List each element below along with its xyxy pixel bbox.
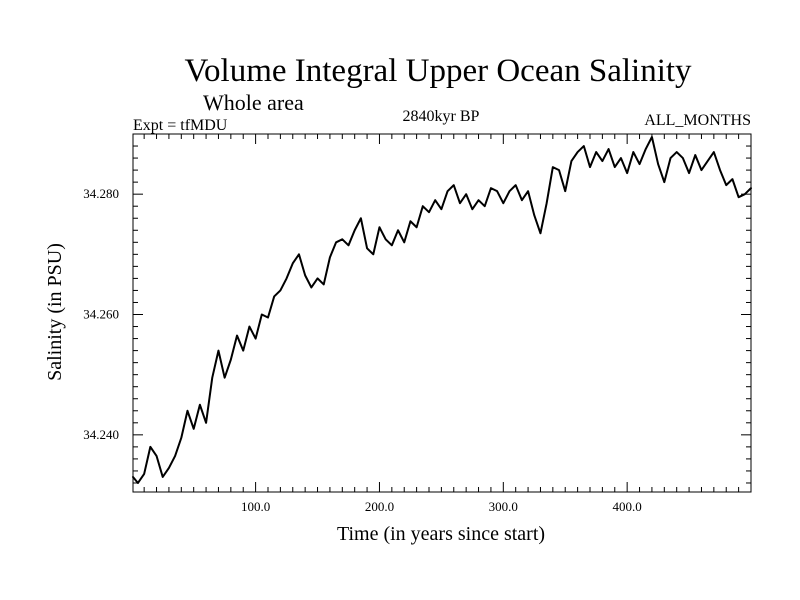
- x-tick-label: 200.0: [365, 499, 394, 514]
- chart-title: Volume Integral Upper Ocean Salinity: [184, 53, 692, 89]
- chart-subtitle: Whole area: [203, 90, 304, 115]
- y-tick-label: 34.240: [83, 427, 119, 442]
- x-tick-label: 100.0: [241, 499, 270, 514]
- y-tick-label: 34.280: [83, 186, 119, 201]
- x-axis-tick-labels: 100.0 200.0 300.0 400.0: [241, 499, 642, 514]
- x-axis-label: Time (in years since start): [337, 523, 545, 545]
- y-axis-label: Salinity (in PSU): [44, 243, 66, 381]
- x-tick-label: 300.0: [489, 499, 518, 514]
- x-tick-label: 400.0: [613, 499, 642, 514]
- salinity-series-line: [132, 136, 752, 484]
- experiment-label: Expt = tfMDU: [133, 117, 228, 134]
- y-tick-label: 34.260: [83, 307, 119, 322]
- months-label: ALL_MONTHS: [644, 112, 751, 129]
- y-axis-ticks: [133, 133, 751, 484]
- period-label: 2840kyr BP: [403, 108, 480, 125]
- y-axis-tick-labels: 34.240 34.260 34.280: [83, 186, 119, 442]
- plot-area-frame: [132, 133, 752, 493]
- x-axis-ticks: [143, 134, 752, 492]
